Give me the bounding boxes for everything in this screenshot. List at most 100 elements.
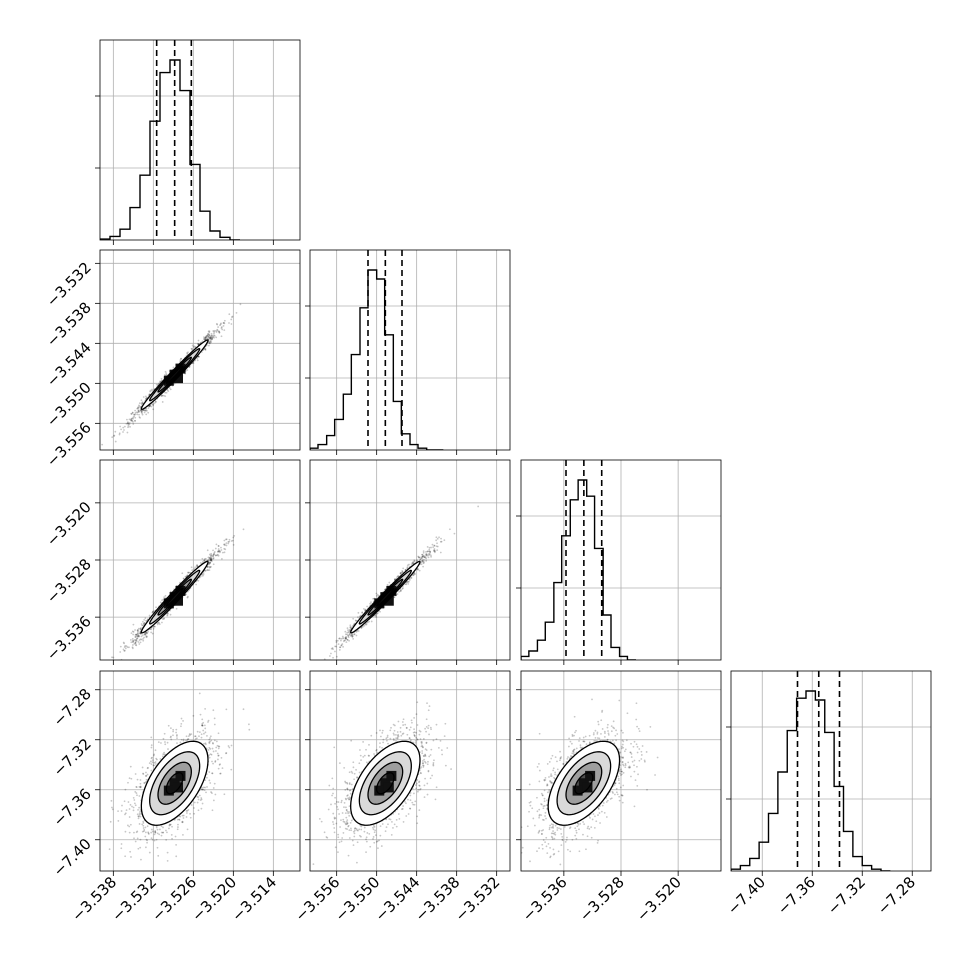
- sample-point: [218, 330, 221, 333]
- sample-point: [357, 630, 360, 632]
- sample-point: [210, 552, 213, 555]
- sample-point: [218, 551, 221, 554]
- sample-point: [198, 355, 201, 358]
- sample-point: [433, 548, 436, 550]
- sample-point: [164, 743, 167, 746]
- sample-point: [131, 646, 134, 649]
- sample-point: [421, 560, 424, 563]
- sample-point: [215, 323, 218, 325]
- sample-point: [211, 772, 214, 775]
- sample-point: [118, 432, 121, 435]
- sample-point: [418, 556, 420, 559]
- sample-point: [428, 553, 431, 556]
- sample-point: [121, 804, 123, 807]
- sample-point: [218, 331, 221, 334]
- sample-point: [179, 359, 182, 361]
- sample-point: [207, 719, 210, 722]
- sample-point: [355, 619, 358, 622]
- sample-point: [393, 578, 396, 580]
- sample-point: [209, 782, 212, 784]
- sample-point: [167, 612, 169, 615]
- sample-point: [211, 742, 214, 744]
- sample-point: [169, 824, 172, 826]
- sample-point: [154, 831, 157, 834]
- sample-point: [210, 340, 212, 343]
- sample-point: [140, 402, 143, 404]
- sample-point: [422, 562, 425, 565]
- sample-point: [369, 602, 371, 605]
- sample-point: [436, 542, 438, 545]
- sample-point: [116, 663, 118, 665]
- sample-point: [172, 728, 175, 731]
- sample-point: [364, 609, 366, 612]
- sample-point: [410, 577, 413, 579]
- sample-point: [145, 775, 147, 777]
- sample-point: [349, 635, 352, 637]
- sample-point: [143, 618, 146, 621]
- contour-line-1: [157, 578, 192, 616]
- sample-point: [138, 785, 141, 788]
- sample-point: [357, 611, 360, 614]
- sample-point: [149, 760, 152, 763]
- sample-point: [424, 556, 427, 559]
- sample-point: [178, 818, 181, 821]
- sample-point: [155, 826, 158, 829]
- sample-point: [205, 791, 207, 794]
- sample-point: [192, 362, 195, 365]
- sample-point: [356, 630, 359, 632]
- sample-point: [212, 335, 215, 338]
- sample-point: [204, 570, 207, 572]
- sample-point: [419, 558, 422, 561]
- sample-point: [197, 343, 200, 346]
- sample-point: [208, 563, 211, 565]
- sample-point: [434, 550, 437, 552]
- sample-point: [179, 581, 181, 584]
- sample-point: [142, 773, 145, 775]
- sample-point: [350, 633, 353, 636]
- sample-point: [220, 327, 223, 330]
- sample-point: [426, 554, 429, 557]
- sample-point: [338, 649, 341, 651]
- sample-point: [130, 413, 133, 415]
- sample-point: [186, 353, 189, 356]
- sample-point: [142, 622, 145, 625]
- sample-point: [188, 733, 191, 735]
- sample-point: [182, 817, 185, 819]
- sample-point: [345, 637, 347, 640]
- sample-point: [361, 611, 364, 614]
- sample-point: [420, 557, 423, 560]
- sample-point: [129, 425, 131, 428]
- sample-point: [210, 555, 213, 558]
- sample-point: [208, 553, 211, 556]
- sample-point: [142, 822, 145, 824]
- sample-point: [216, 329, 219, 332]
- sample-point: [209, 559, 212, 562]
- sample-point: [119, 425, 122, 428]
- sample-point: [208, 336, 211, 339]
- sample-point: [198, 731, 201, 734]
- sample-point: [399, 572, 402, 574]
- sample-point: [215, 543, 218, 546]
- sample-point: [151, 830, 154, 833]
- sample-point: [209, 565, 212, 568]
- sample-point: [196, 565, 199, 568]
- sample-point: [180, 357, 183, 360]
- sample-point: [208, 557, 211, 560]
- sample-point: [139, 638, 142, 641]
- sample-point: [384, 588, 387, 591]
- sample-point: [404, 583, 407, 586]
- sample-point: [126, 422, 129, 425]
- sample-point: [153, 625, 156, 628]
- sample-point: [138, 635, 141, 638]
- sample-point: [248, 723, 250, 726]
- marginal-panel-1: [305, 249, 511, 455]
- sample-point: [140, 411, 143, 413]
- sample-point: [220, 326, 223, 328]
- sample-point: [231, 316, 233, 319]
- sample-point: [126, 418, 128, 421]
- sample-point: [209, 557, 212, 560]
- sample-point: [223, 551, 226, 554]
- sample-point: [142, 638, 145, 640]
- sample-point: [351, 635, 354, 638]
- sample-point: [207, 330, 210, 333]
